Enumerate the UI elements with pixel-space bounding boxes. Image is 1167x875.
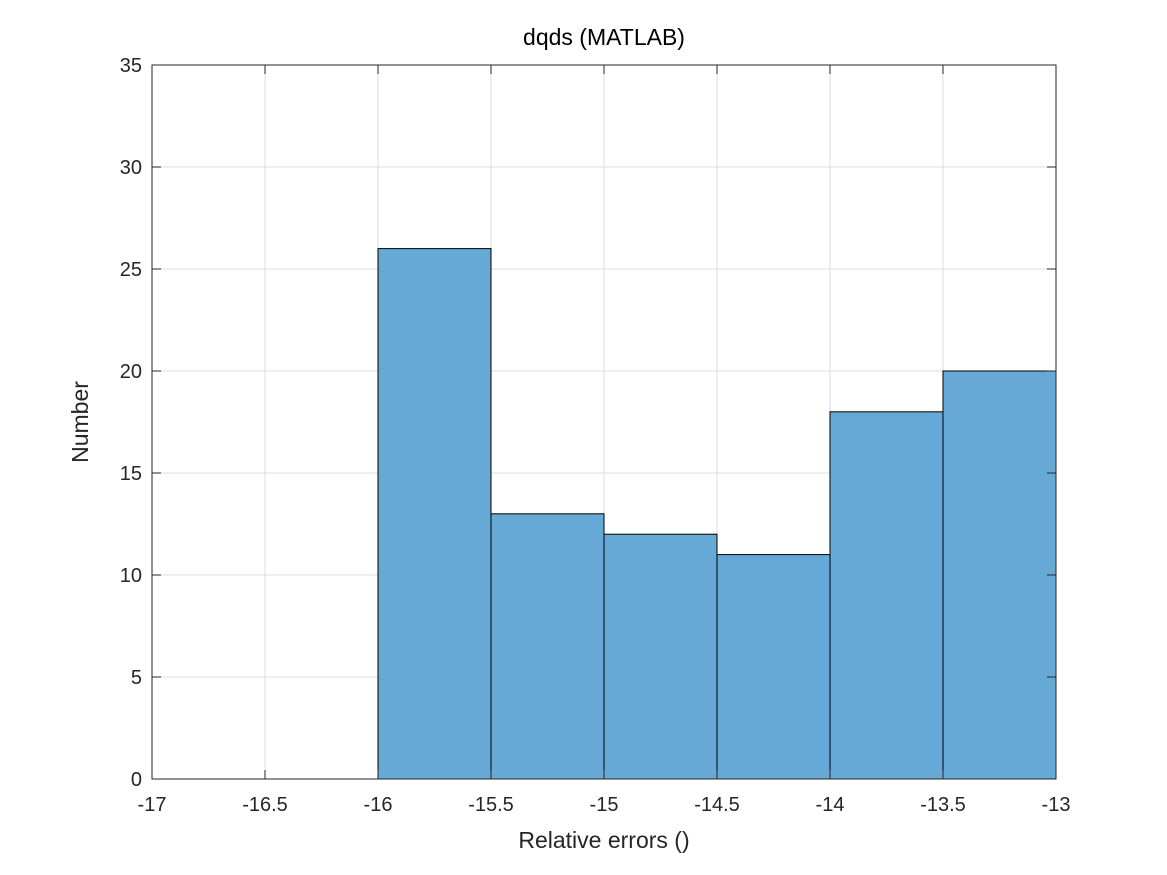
x-tick-label: -16 (364, 794, 393, 816)
x-tick-label: -14 (816, 794, 845, 816)
x-tick-label: -15 (590, 794, 619, 816)
ticks-layer (151, 64, 1057, 780)
histogram-bar (603, 533, 718, 780)
x-tick-label: -13 (1042, 794, 1071, 816)
x-axis-title: Relative errors () (518, 827, 689, 853)
y-axis-title: Number (67, 381, 93, 463)
y-tick-label: 15 (120, 463, 142, 485)
bars-layer (377, 248, 1057, 780)
y-tick-label: 35 (120, 55, 142, 77)
y-tick-label: 25 (120, 259, 142, 281)
histogram-bar (829, 411, 944, 780)
x-tick-label: -14.5 (694, 794, 740, 816)
x-tick-label: -17 (138, 794, 167, 816)
y-tick-label: 0 (131, 769, 142, 791)
histogram-bar (490, 513, 605, 780)
y-tick-label: 30 (120, 157, 142, 179)
x-tick-label: -15.5 (468, 794, 514, 816)
tick-labels-layer: -17 -16.5 -16 -15.5 -15 -14.5 -14 -13.5 -13 0 5 10 1… (120, 55, 1071, 816)
y-tick-label: 5 (131, 667, 142, 689)
y-tick-label: 20 (120, 361, 142, 383)
y-tick-label: 10 (120, 565, 142, 587)
histogram-bar (377, 248, 492, 780)
histogram-bar (942, 370, 1057, 780)
x-tick-label: -16.5 (242, 794, 288, 816)
chart-title: dqds (MATLAB) (523, 24, 685, 50)
histogram-bar (716, 554, 831, 780)
x-tick-label: -13.5 (920, 794, 966, 816)
